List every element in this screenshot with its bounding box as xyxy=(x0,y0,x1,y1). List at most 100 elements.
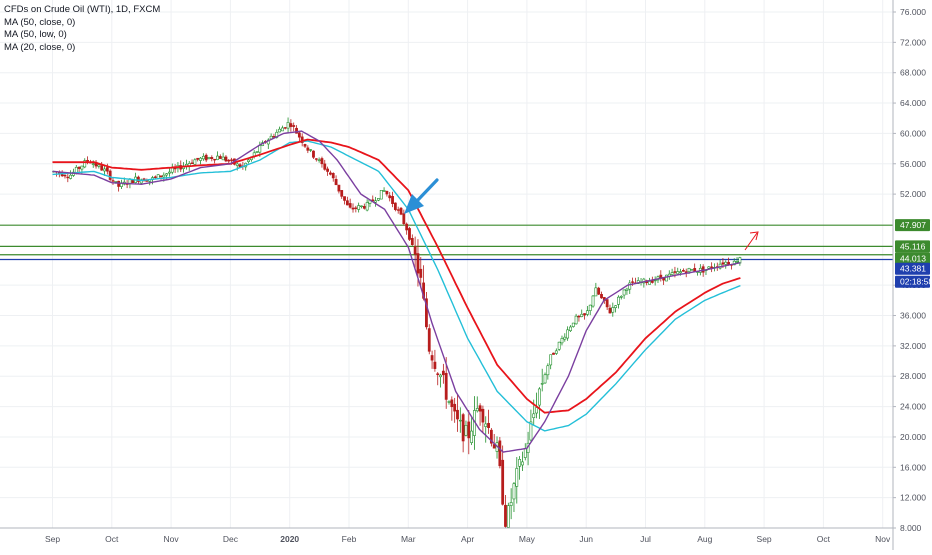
candles xyxy=(52,117,742,538)
candle-191 xyxy=(591,294,595,308)
candle-17 xyxy=(100,161,104,171)
y-tick-label-0: 76.000 xyxy=(900,7,926,17)
candle-186 xyxy=(577,314,581,322)
candle-228 xyxy=(696,271,699,276)
ma-line-2[interactable] xyxy=(52,130,741,453)
legend-indicator-1: MA (50, low, 0) xyxy=(4,29,67,40)
candle-59 xyxy=(218,154,222,159)
candle-152 xyxy=(481,405,485,434)
candle-198 xyxy=(611,302,615,317)
red-arrow-shaft xyxy=(744,232,758,251)
candle-202 xyxy=(622,289,626,299)
candle-56 xyxy=(210,155,214,162)
y-tick-label-1: 72.000 xyxy=(900,37,926,47)
candle-102 xyxy=(340,190,344,199)
candle-134 xyxy=(430,350,434,369)
candle-199 xyxy=(614,305,618,313)
candle-145 xyxy=(461,412,465,453)
candle-96 xyxy=(323,159,327,171)
x-tick-label-7: Apr xyxy=(461,534,474,544)
candle-18 xyxy=(103,164,106,176)
moving-averages xyxy=(52,130,741,453)
candle-188 xyxy=(583,313,586,320)
candle-104 xyxy=(345,196,349,206)
x-tick-label-12: Sep xyxy=(757,534,772,544)
level-badge-0: 47.907 xyxy=(895,219,930,232)
candle-90 xyxy=(306,145,310,154)
ma-line-0[interactable] xyxy=(52,140,741,432)
candle-77 xyxy=(269,133,273,140)
candle-135 xyxy=(433,349,437,372)
candle-82 xyxy=(283,127,287,130)
chart-title: CFDs on Crude Oil (WTI), 1D, FXCM xyxy=(4,4,161,15)
candle-147 xyxy=(467,410,471,455)
svg-text:45.116: 45.116 xyxy=(900,241,926,251)
candle-201 xyxy=(619,295,623,300)
y-tick-label-8: 36.000 xyxy=(900,311,926,321)
time-axis[interactable] xyxy=(0,528,893,550)
red-arrow-head xyxy=(749,231,759,241)
candle-53 xyxy=(201,153,205,161)
candle-175 xyxy=(546,363,550,380)
candle-190 xyxy=(588,304,592,316)
ma-line-1[interactable] xyxy=(52,138,741,414)
candle-93 xyxy=(314,158,318,162)
candle-148 xyxy=(470,416,474,446)
candle-119 xyxy=(388,192,392,202)
candle-114 xyxy=(374,196,378,207)
candle-155 xyxy=(489,428,493,447)
candle-169 xyxy=(529,409,533,443)
candle-107 xyxy=(354,205,358,213)
candle-161 xyxy=(506,502,510,531)
candle-51 xyxy=(196,157,200,162)
candle-12 xyxy=(86,156,89,165)
candle-174 xyxy=(543,372,547,384)
candle-6 xyxy=(69,170,73,180)
grid xyxy=(0,0,893,529)
candle-57 xyxy=(213,158,217,164)
candle-47 xyxy=(185,159,188,170)
candle-91 xyxy=(309,149,313,153)
candle-221 xyxy=(676,267,680,276)
x-tick-label-13: Oct xyxy=(817,534,831,544)
candle-55 xyxy=(207,156,211,160)
candle-162 xyxy=(509,488,513,520)
candle-193 xyxy=(597,286,601,296)
x-tick-label-5: Feb xyxy=(342,534,357,544)
candle-223 xyxy=(681,268,685,272)
candle-192 xyxy=(594,282,598,297)
x-tick-label-14: Nov xyxy=(875,534,891,544)
price-axis[interactable] xyxy=(893,0,932,550)
candle-101 xyxy=(337,184,341,194)
level-badge-3: 43.381 xyxy=(895,262,930,275)
level-lines xyxy=(0,224,893,261)
x-tick-labels: Sep Oct Nov Dec 2020 Feb Mar Apr May Jun Jul Aug Sep… xyxy=(45,534,891,544)
y-tick-label-2: 68.000 xyxy=(900,68,926,78)
candle-50 xyxy=(193,158,197,165)
candle-9 xyxy=(77,166,81,173)
candle-218 xyxy=(667,270,671,280)
candle-88 xyxy=(300,133,304,147)
y-tick-label-12: 20.000 xyxy=(900,432,926,442)
candle-49 xyxy=(190,159,194,165)
blue-arrow-head xyxy=(404,194,424,214)
candle-142 xyxy=(453,397,457,423)
svg-text:44.013: 44.013 xyxy=(900,253,926,263)
candle-172 xyxy=(537,387,541,419)
candle-92 xyxy=(312,150,315,160)
candle-28 xyxy=(131,179,135,184)
x-tick-label-0: Sep xyxy=(45,534,60,544)
candle-118 xyxy=(385,190,389,197)
candle-120 xyxy=(391,191,394,208)
candle-61 xyxy=(224,155,228,163)
candle-189 xyxy=(585,306,589,317)
y-tick-label-6: 52.000 xyxy=(900,189,926,199)
candle-81 xyxy=(281,125,284,132)
candle-115 xyxy=(377,198,380,202)
candle-100 xyxy=(334,175,338,186)
y-tick-label-15: 8.000 xyxy=(900,523,922,533)
candle-60 xyxy=(221,152,225,161)
candle-137 xyxy=(439,373,442,388)
